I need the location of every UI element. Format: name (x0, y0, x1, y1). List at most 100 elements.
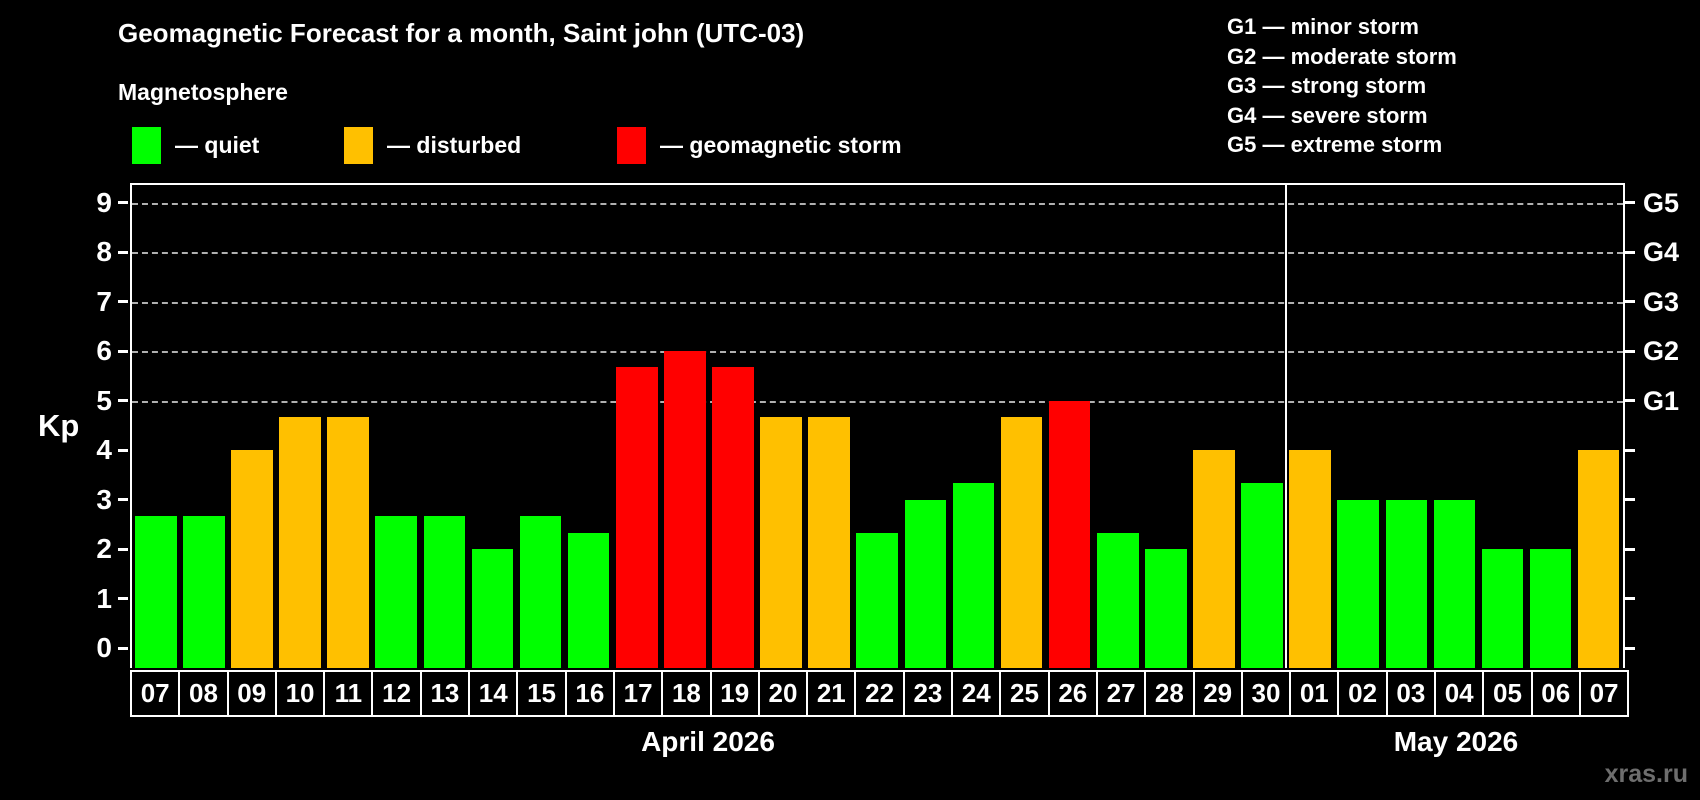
y-tick-label-5: 5 (96, 384, 112, 416)
kp-bar-05 (1481, 549, 1524, 668)
y-tick-right-1 (1625, 597, 1635, 600)
y-tick-left-9 (118, 201, 128, 204)
y-tick-right-9 (1625, 201, 1635, 204)
day-label-21: 21 (806, 670, 857, 717)
kp-bar-08 (183, 515, 225, 668)
day-label-23: 23 (902, 670, 954, 717)
day-label-26: 26 (1047, 670, 1098, 717)
day-label-14: 14 (468, 670, 519, 717)
kp-bar-27 (1096, 532, 1139, 668)
right-axis-label-G3: G3 (1643, 286, 1680, 317)
y-tick-left-8 (118, 250, 128, 254)
legend-swatch-storm (617, 126, 646, 164)
kp-bar-03 (1385, 499, 1428, 668)
watermark: xras.ru (1604, 760, 1688, 788)
kp-bar-25 (1000, 416, 1043, 668)
y-tick-label-9: 9 (96, 186, 112, 218)
kp-bar-21 (808, 416, 850, 668)
kp-bar-20 (760, 416, 802, 668)
kp-bar-16 (567, 532, 610, 668)
day-label-19: 19 (709, 670, 760, 717)
plot-area: 0 1 2 3 4 5 6 7 8 9 G1 G2 G3 G4 G5 (96, 183, 1679, 668)
g-scale-legend: G1 — minor storm G2 — moderate storm G3 — … (1227, 12, 1457, 160)
y-tick-left-4 (118, 448, 128, 452)
day-label-16: 16 (564, 670, 615, 717)
kp-bar-22 (856, 532, 899, 668)
legend-item-disturbed: — disturbed (344, 124, 521, 166)
x-axis-day-labels: 07 08 09 10 11 12 13 14 15 16 17 18 19 20 21 22 23 24 25 26… (130, 670, 1630, 717)
g-scale-line-4: G4 — severe storm (1227, 102, 1428, 128)
kp-bar-11 (327, 416, 369, 668)
kp-bar-28 (1145, 549, 1187, 668)
y-tick-right-0 (1625, 646, 1635, 650)
right-axis-label-G1: G1 (1643, 385, 1680, 416)
gridline-kp9 (132, 202, 1623, 205)
y-tick-left-2 (118, 547, 128, 551)
y-tick-right-6 (1625, 349, 1635, 353)
kp-bar-26 (1048, 400, 1091, 668)
day-label-13: 13 (419, 670, 471, 717)
g-scale-line-3: G3 — strong storm (1227, 73, 1427, 98)
legend-swatch-disturbed (344, 126, 373, 164)
y-tick-right-5 (1625, 399, 1635, 402)
day-label-05: 05 (1482, 670, 1533, 717)
y-tick-label-3: 3 (96, 483, 112, 515)
day-label-30: 30 (1240, 670, 1292, 717)
y-tick-left-1 (118, 597, 128, 600)
kp-bar-18 (664, 351, 706, 668)
kp-bar-30 (1241, 483, 1283, 668)
day-label-20: 20 (757, 670, 809, 717)
kp-bar-01 (1289, 450, 1331, 668)
magnetosphere-subtitle: Magnetosphere (118, 79, 288, 105)
y-tick-left-5 (118, 399, 128, 402)
day-label-27: 27 (1095, 670, 1147, 717)
day-label-09: 09 (226, 670, 277, 717)
day-label-02: 02 (1337, 670, 1388, 717)
y-tick-left-3 (118, 498, 128, 501)
kp-bar-13 (423, 515, 466, 668)
day-label-24: 24 (951, 670, 1002, 717)
page-title: Geomagnetic Forecast for a month, Saint … (118, 18, 805, 48)
kp-bar-12 (375, 515, 418, 668)
y-tick-label-1: 1 (96, 582, 112, 614)
y-tick-label-6: 6 (96, 335, 112, 366)
kp-bar-29 (1193, 450, 1235, 668)
day-label-07: 07 (130, 670, 181, 717)
kp-bar-07 (1577, 450, 1620, 668)
legend-label-disturbed: — disturbed (387, 131, 522, 158)
legend-swatch-quiet (132, 126, 161, 164)
y-tick-label-7: 7 (96, 285, 112, 317)
right-axis-label-G2: G2 (1643, 336, 1680, 366)
kp-bar-15 (519, 515, 562, 668)
day-label-04: 04 (1434, 670, 1485, 717)
day-label-06: 06 (1530, 670, 1581, 717)
y-tick-left-6 (118, 349, 128, 353)
y-tick-right-4 (1625, 448, 1635, 452)
g-scale-line-5: G5 — extreme storm (1227, 132, 1443, 157)
kp-bar-04 (1433, 499, 1476, 668)
right-axis-label-G4: G4 (1643, 237, 1680, 267)
day-label-11: 11 (323, 670, 374, 717)
kp-bar-02 (1337, 499, 1379, 668)
legend-label-quiet: — quiet (175, 131, 260, 158)
y-tick-right-7 (1625, 300, 1635, 303)
day-label-12: 12 (371, 670, 422, 717)
gridline-kp5 (132, 400, 1623, 403)
kp-bar-14 (471, 549, 514, 668)
y-tick-label-4: 4 (96, 434, 112, 465)
day-label-29: 29 (1192, 670, 1243, 717)
month-label-may: May 2026 (1393, 726, 1519, 757)
g-scale-line-2: G2 — moderate storm (1227, 43, 1457, 69)
kp-bar-19 (712, 367, 754, 668)
right-axis-label-G5: G5 (1643, 187, 1680, 218)
kp-bar-06 (1529, 549, 1572, 668)
y-tick-label-0: 0 (96, 632, 112, 663)
y-tick-label-8: 8 (96, 236, 112, 267)
day-label-15: 15 (516, 670, 567, 717)
kp-bar-23 (904, 499, 947, 668)
day-label-25: 25 (999, 670, 1050, 717)
kp-bar-17 (615, 367, 658, 668)
day-label-03: 03 (1385, 670, 1437, 717)
gridline-kp6 (132, 351, 1623, 353)
